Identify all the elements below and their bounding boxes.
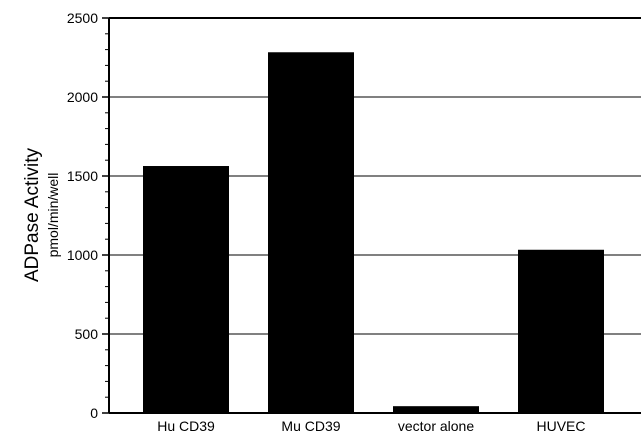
x-category-label: Mu CD39 bbox=[281, 418, 340, 434]
axes bbox=[108, 17, 641, 414]
x-category-label: HUVEC bbox=[536, 418, 585, 434]
x-category-label: Hu CD39 bbox=[157, 418, 215, 434]
y-tick-label: 500 bbox=[75, 326, 99, 342]
x-category-labels: Hu CD39 Mu CD39 vector alone HUVEC bbox=[157, 418, 585, 434]
bar bbox=[268, 52, 354, 414]
y-axis-units-label: pmol/min/well bbox=[45, 173, 61, 258]
x-category-label: vector alone bbox=[398, 418, 474, 434]
y-tick-label: 2500 bbox=[67, 10, 98, 26]
y-tick-label: 1000 bbox=[67, 247, 98, 263]
y-axis-title: ADPase Activity pmol/min/well bbox=[22, 147, 61, 282]
y-tick-label: 1500 bbox=[67, 168, 98, 184]
bar bbox=[143, 166, 229, 414]
bar bbox=[518, 249, 604, 414]
y-axis-label: ADPase Activity bbox=[22, 147, 43, 282]
y-tick-label: 2000 bbox=[67, 89, 98, 105]
y-ticks: 0 500 1000 1500 2000 2500 bbox=[67, 10, 109, 421]
bars bbox=[143, 52, 604, 414]
y-tick-label: 0 bbox=[90, 405, 98, 421]
